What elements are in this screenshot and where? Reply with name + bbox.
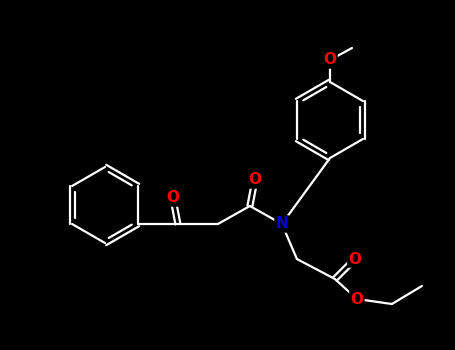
Text: O: O (167, 190, 179, 205)
Text: N: N (276, 217, 288, 231)
Text: O: O (324, 52, 337, 68)
Text: O: O (349, 252, 361, 266)
Text: O: O (350, 292, 364, 307)
Text: O: O (248, 173, 262, 188)
